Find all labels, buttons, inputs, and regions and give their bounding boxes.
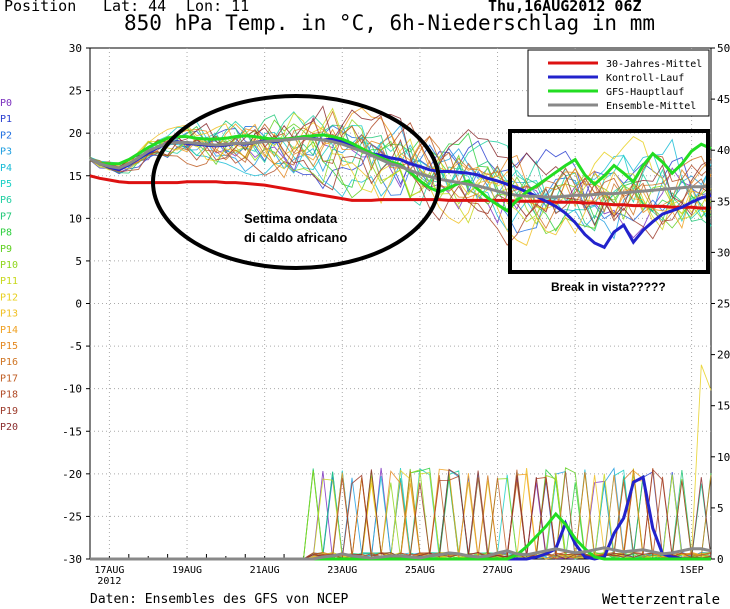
legend-entry: Ensemble-Mittel <box>606 101 696 112</box>
x-axis-tick-label: 19AUG <box>172 565 202 576</box>
member-label: P12 <box>0 292 18 303</box>
x-axis-tick-label: 2012 <box>97 576 121 587</box>
temp-line-ensemble-mittel <box>89 136 712 199</box>
left-axis-tick-label: -25 <box>62 510 82 523</box>
x-axis-tick-label: 27AUG <box>482 565 512 576</box>
member-label: P8 <box>0 228 12 239</box>
member-label: P17 <box>0 373 18 384</box>
legend-entry: 30-Jahres-Mittel <box>606 59 702 70</box>
left-axis-tick-label: 30 <box>69 42 82 55</box>
member-label: P5 <box>0 179 12 190</box>
member-line <box>89 105 712 227</box>
left-axis-tick-label: -5 <box>69 340 82 353</box>
right-axis-tick-label: 5 <box>717 502 724 515</box>
right-axis-tick-label: 45 <box>717 93 730 106</box>
x-axis-tick-label: 23AUG <box>327 565 357 576</box>
right-axis-tick-label: 0 <box>717 553 724 566</box>
chart-title: 850 hPa Temp. in °C, 6h-Niederschlag in … <box>124 11 656 35</box>
precipitation-lines <box>90 474 712 561</box>
member-label: P19 <box>0 406 18 417</box>
right-axis-tick-label: 40 <box>717 144 730 157</box>
legend: 30-Jahres-Mittel Kontroll-Lauf GFS-Hauptla… <box>527 49 710 117</box>
member-label: P7 <box>0 211 12 222</box>
main-series-lines <box>89 133 712 250</box>
break-annotation: Break in vista????? <box>551 280 666 294</box>
heatwave-annotation-line1: Settima ondata <box>244 211 338 226</box>
temp-line-30-jahres-mittel <box>89 174 711 210</box>
member-label: P16 <box>0 357 18 368</box>
header-position-label: Position <box>4 0 77 15</box>
member-label: P13 <box>0 309 18 320</box>
right-axis-tick-label: 35 <box>717 195 730 208</box>
member-line <box>89 115 712 246</box>
header-lat: Lat: 44 <box>103 0 167 15</box>
precip-line-ensemble-mittel <box>90 546 712 561</box>
footer-source: Daten: Ensembles des GFS von NCEP <box>90 592 349 607</box>
legend-entry: GFS-Hauptlauf <box>606 87 684 98</box>
member-label: P11 <box>0 276 18 287</box>
left-axis-tick-label: -20 <box>62 468 82 481</box>
left-axis-tick-label: 20 <box>69 127 82 140</box>
member-label: P10 <box>0 260 18 271</box>
heatwave-ellipse <box>151 94 441 270</box>
member-line <box>89 125 712 232</box>
member-label: P3 <box>0 147 12 158</box>
x-axis-tick-label: 29AUG <box>560 565 590 576</box>
right-axis-tick-label: 30 <box>717 246 730 259</box>
member-label: P20 <box>0 422 18 433</box>
right-axis-tick-label: 50 <box>717 42 730 55</box>
x-axis-tick-label: 21AUG <box>250 565 280 576</box>
member-label: P0 <box>0 98 12 109</box>
left-axis-tick-label: 0 <box>75 298 82 311</box>
member-label: P9 <box>0 244 12 255</box>
member-label: P2 <box>0 130 12 141</box>
right-axis-tick-label: 15 <box>717 400 730 413</box>
right-axis-tick-label: 10 <box>717 451 730 464</box>
left-axis-tick-label: -30 <box>62 553 82 566</box>
break-box <box>508 129 710 274</box>
left-axis-tick-label: 25 <box>69 85 82 98</box>
left-axis-tick-label: 10 <box>69 212 82 225</box>
member-label: P14 <box>0 325 18 336</box>
right-axis-tick-label: 20 <box>717 349 730 362</box>
header-lon: Lon: 11 <box>186 0 250 15</box>
member-label: P1 <box>0 114 12 125</box>
member-line <box>89 126 712 216</box>
footer-brand: Wetterzentrale <box>602 592 721 608</box>
left-axis-tick-label: 15 <box>69 170 82 183</box>
header-run-date: Thu,16AUG2012 06Z <box>488 0 642 15</box>
left-axis-temperature: 30 25 20 15 10 5 0 -5 -10 -15 -20 -25 -30 <box>62 42 90 566</box>
member-label: P4 <box>0 163 12 174</box>
temp-line-gfs-hauptlauf <box>89 133 712 213</box>
left-axis-tick-label: -10 <box>62 383 82 396</box>
heatwave-annotation-line2: di caldo africano <box>244 230 347 245</box>
member-labels: P0 P1 P2 P3 P4 P5 P6 P7 P8 P9 P10 P11 P12 P13 P14 P15 P1… <box>0 98 18 433</box>
x-axis-tick-label: 17AUG <box>94 565 124 576</box>
left-axis-tick-label: 5 <box>75 255 82 268</box>
member-label: P15 <box>0 341 18 352</box>
x-axis-tick-label: 25AUG <box>405 565 435 576</box>
legend-entry: Kontroll-Lauf <box>606 73 684 84</box>
member-line <box>89 122 712 246</box>
x-axis-tick-label: 1SEP <box>680 565 704 576</box>
right-axis-tick-label: 25 <box>717 298 730 311</box>
member-label: P18 <box>0 390 18 401</box>
member-label: P6 <box>0 195 12 206</box>
left-axis-tick-label: -15 <box>62 425 82 438</box>
